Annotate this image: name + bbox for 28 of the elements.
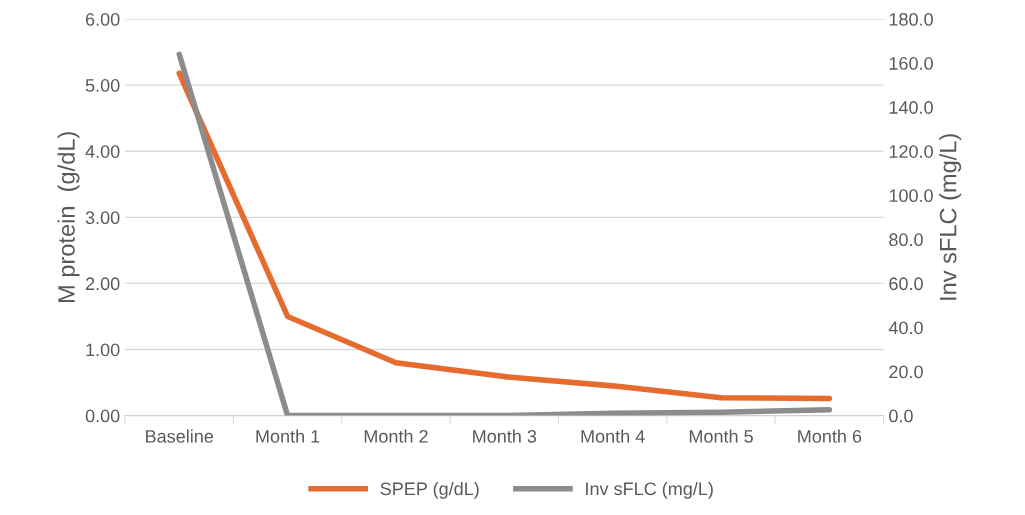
- y2-tick-label: 60.0: [889, 277, 923, 291]
- x-tick-label: Month 1: [256, 429, 320, 443]
- y2-tick-label: 180.0: [889, 12, 933, 26]
- y2-tick-label: 0.0: [889, 409, 913, 423]
- y2-tick-label: 140.0: [889, 101, 933, 114]
- legend-label: SPEP (g/dL): [380, 481, 479, 499]
- x-tick-label: Month 2: [364, 429, 428, 443]
- y2-tick-label: 120.0: [889, 145, 933, 158]
- x-tick-label: Month 3: [473, 429, 537, 443]
- y2-tick-label: 100.0: [889, 189, 933, 203]
- x-tick-label: Month 6: [798, 429, 862, 443]
- y2-tick-label: 20.0: [889, 365, 923, 379]
- x-tick-label: Baseline: [146, 429, 214, 443]
- legend-label: Inv sFLC (mg/L): [586, 481, 713, 499]
- x-tick-label: Month 5: [689, 429, 753, 443]
- y2-tick-label: 80.0: [889, 233, 923, 247]
- y-tick-label: 5.00: [85, 79, 120, 92]
- x-tick-label: Month 4: [581, 429, 645, 443]
- y-tick-label: 6.00: [85, 12, 120, 26]
- y-tick-label: 2.00: [85, 277, 120, 291]
- y-tick-label: 1.00: [86, 343, 120, 357]
- y-tick-label: 3.00: [85, 211, 120, 225]
- y-axis-title: M protein (g/dL): [57, 132, 80, 302]
- y2-axis-title: Inv sFLC (mg/L): [939, 134, 962, 300]
- y2-tick-label: 40.0: [888, 321, 923, 335]
- y-tick-label: 4.00: [85, 145, 120, 158]
- y2-tick-label: 160.0: [889, 57, 933, 70]
- y-tick-label: 0.00: [85, 409, 120, 423]
